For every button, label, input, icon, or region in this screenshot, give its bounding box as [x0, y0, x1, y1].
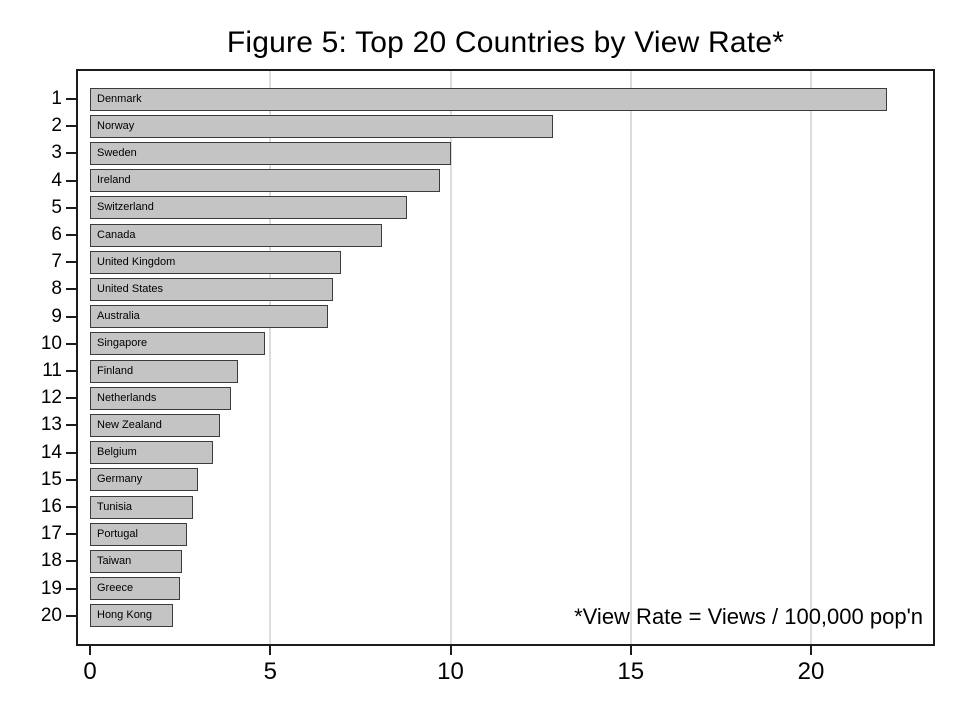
bar-ireland: Ireland — [90, 169, 440, 193]
y-tick-2 — [66, 125, 76, 128]
y-tick-label-20: 20 — [40, 604, 62, 626]
y-tick-label-16: 16 — [40, 496, 62, 517]
gridline-x-10 — [449, 71, 452, 644]
bar-country-label: Denmark — [97, 92, 142, 105]
y-tick-19 — [66, 587, 76, 590]
y-tick-4 — [66, 179, 76, 182]
bar-new-zealand: New Zealand — [90, 413, 220, 437]
bar-united-kingdom: United Kingdom — [90, 250, 341, 274]
bar-sweden: Sweden — [90, 141, 451, 165]
bar-switzerland: Switzerland — [90, 196, 408, 220]
y-tick-8 — [66, 288, 76, 291]
y-tick-12 — [66, 397, 76, 400]
bar-greece: Greece — [90, 577, 181, 601]
bar-hong-kong: Hong Kong — [90, 604, 173, 628]
bar-country-label: Greece — [97, 582, 134, 595]
bar-taiwan: Taiwan — [90, 549, 182, 573]
bar-australia: Australia — [90, 305, 328, 329]
footnote-annotation: *View Rate = Views / 100,000 pop'n — [574, 604, 923, 629]
x-tick-label-15: 15 — [617, 658, 645, 685]
bar-singapore: Singapore — [90, 332, 265, 356]
x-tick-15 — [629, 646, 632, 655]
y-tick-10 — [66, 342, 76, 345]
y-tick-14 — [66, 451, 76, 454]
gridline-x-15 — [629, 71, 632, 644]
y-tick-label-12: 12 — [40, 387, 62, 409]
y-tick-5 — [66, 206, 76, 209]
y-tick-label-18: 18 — [40, 550, 62, 572]
bar-country-label: Germany — [97, 473, 143, 486]
bar-denmark: Denmark — [90, 87, 887, 111]
bar-canada: Canada — [90, 223, 382, 247]
bar-germany: Germany — [90, 468, 199, 492]
bar-country-label: Tunisia — [97, 500, 133, 513]
y-tick-label-8: 8 — [51, 278, 62, 300]
y-tick-label-4: 4 — [51, 169, 62, 191]
gridline-x-20 — [810, 71, 812, 644]
y-tick-9 — [66, 315, 76, 318]
bar-country-label: Belgium — [97, 446, 137, 459]
bar-country-label: Australia — [97, 310, 140, 323]
y-tick-3 — [66, 152, 76, 155]
y-tick-label-9: 9 — [51, 305, 62, 327]
y-tick-label-14: 14 — [40, 441, 62, 463]
gridline-x-5 — [269, 71, 272, 644]
bar-finland: Finland — [90, 359, 238, 383]
bar-country-label: United States — [97, 282, 164, 295]
y-tick-13 — [66, 424, 76, 427]
y-tick-label-15: 15 — [40, 468, 62, 490]
y-tick-label-13: 13 — [40, 414, 62, 436]
x-tick-0 — [89, 646, 91, 655]
y-tick-16 — [66, 506, 76, 508]
y-tick-6 — [66, 234, 76, 236]
x-tick-20 — [810, 646, 812, 655]
bar-country-label: Finland — [97, 364, 134, 377]
x-tick-label-5: 5 — [263, 658, 277, 685]
y-tick-1 — [66, 98, 76, 100]
bar-country-label: New Zealand — [97, 418, 162, 431]
bar-portugal: Portugal — [90, 522, 188, 546]
bar-country-label: Portugal — [97, 527, 138, 540]
bar-belgium: Belgium — [90, 441, 213, 465]
bar-country-label: Canada — [97, 228, 136, 241]
bar-norway: Norway — [90, 114, 554, 138]
bar-country-label: Ireland — [97, 174, 131, 187]
bar-united-states: United States — [90, 277, 334, 301]
y-tick-label-6: 6 — [51, 224, 62, 245]
y-tick-label-2: 2 — [51, 115, 62, 137]
y-tick-label-11: 11 — [42, 360, 62, 381]
y-tick-label-7: 7 — [51, 251, 62, 273]
y-tick-label-1: 1 — [51, 88, 62, 109]
x-tick-label-0: 0 — [83, 658, 97, 685]
y-tick-label-17: 17 — [40, 523, 62, 545]
chart-title: Figure 5: Top 20 Countries by View Rate* — [226, 26, 785, 59]
y-tick-label-5: 5 — [51, 196, 62, 218]
y-tick-18 — [66, 560, 76, 563]
y-tick-label-10: 10 — [40, 332, 62, 354]
bar-country-label: Sweden — [97, 146, 137, 159]
y-tick-17 — [66, 533, 76, 536]
x-tick-5 — [269, 646, 272, 655]
bar-country-label: Taiwan — [97, 554, 132, 567]
bar-country-label: Singapore — [97, 337, 148, 350]
bar-country-label: Norway — [97, 119, 135, 132]
bar-country-label: United Kingdom — [97, 255, 176, 268]
y-tick-20 — [66, 614, 76, 617]
x-tick-label-10: 10 — [437, 658, 464, 685]
bar-country-label: Netherlands — [97, 391, 157, 404]
bar-tunisia: Tunisia — [90, 495, 193, 519]
bar-country-label: Hong Kong — [97, 609, 153, 622]
x-tick-label-20: 20 — [797, 658, 825, 685]
y-tick-11 — [66, 370, 76, 372]
y-tick-7 — [66, 261, 76, 264]
bar-country-label: Switzerland — [97, 201, 154, 214]
y-tick-label-19: 19 — [40, 577, 62, 599]
plot-area: Denmark Norway Sweden Ireland Switzerland Can… — [76, 69, 935, 646]
bar-netherlands: Netherlands — [90, 386, 231, 410]
x-tick-10 — [449, 646, 452, 655]
y-tick-15 — [66, 478, 76, 481]
y-tick-label-3: 3 — [51, 142, 62, 164]
